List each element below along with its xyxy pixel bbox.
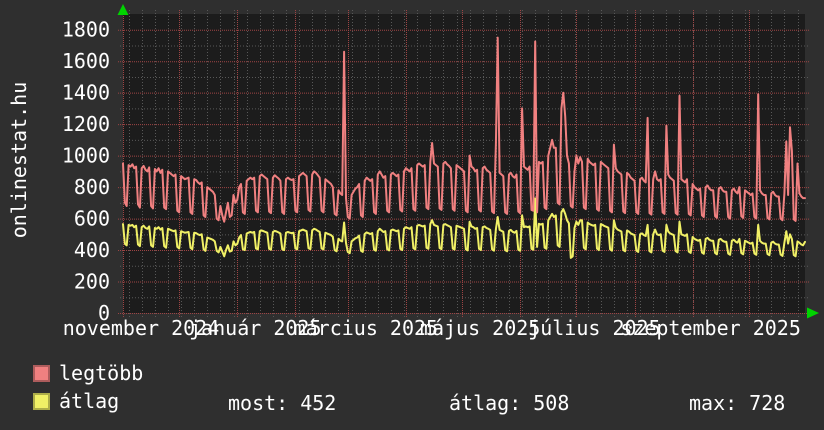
y-tick-label: 0 — [98, 301, 110, 325]
x-axis-arrow-icon — [807, 307, 819, 319]
traffic-chart: 0 200 400 600 800 1000 1200 1400 1600 1800 novembe… — [62, 4, 819, 340]
stat-max-label: max: — [689, 391, 738, 415]
x-tick-label: július 2025 — [528, 316, 660, 340]
y-axis-labels: 0 200 400 600 800 1000 1200 1400 1600 1800 — [62, 18, 110, 325]
y-tick-label: 1800 — [62, 18, 110, 42]
y-tick-label: 800 — [74, 175, 110, 199]
y-tick-label: 1400 — [62, 81, 110, 105]
stat-atlag-label: átlag: — [449, 391, 522, 415]
y-tick-label: 1000 — [62, 144, 110, 168]
legend-item-atlag: átlag — [33, 389, 120, 413]
series-line-legtöbb — [122, 36, 806, 223]
x-tick-label: január 2025 — [189, 316, 321, 340]
stat-atlag-value: 508 — [533, 391, 570, 415]
stat-atlag: átlag: 508 — [449, 391, 569, 415]
series-line-átlag — [122, 197, 806, 259]
x-tick-label: március 2025 — [294, 316, 439, 340]
atlag-color-swatch — [33, 392, 50, 410]
y-tick-label: 200 — [74, 270, 110, 294]
stat-most: most: 452 — [228, 391, 336, 415]
series-lines — [122, 36, 806, 259]
legtobb-color-swatch — [33, 364, 50, 382]
y-tick-label: 1200 — [62, 112, 110, 136]
y-tick-label: 600 — [74, 207, 110, 231]
x-tick-label: november 2024 — [63, 316, 220, 340]
x-tick-label: szeptember 2025 — [620, 316, 801, 340]
atlag-legend-label: átlag — [59, 389, 120, 413]
y-tick-label: 1600 — [62, 49, 110, 73]
stat-most-label: most: — [228, 391, 289, 415]
y-tick-label: 400 — [74, 238, 110, 262]
y-axis-arrow-icon — [117, 4, 129, 15]
stat-most-value: 452 — [300, 391, 337, 415]
stat-max-value: 728 — [749, 391, 786, 415]
x-tick-label: május 2025 — [420, 316, 540, 340]
legend-item-legtobb: legtöbb — [33, 361, 144, 385]
plot-area — [123, 14, 805, 313]
chart-footer: legtöbb átlag most: 452 átlag: 508 max: 728 — [0, 355, 824, 430]
stat-max: max: 728 — [689, 391, 785, 415]
legtobb-legend-label: legtöbb — [59, 361, 144, 385]
grid — [118, 10, 809, 318]
